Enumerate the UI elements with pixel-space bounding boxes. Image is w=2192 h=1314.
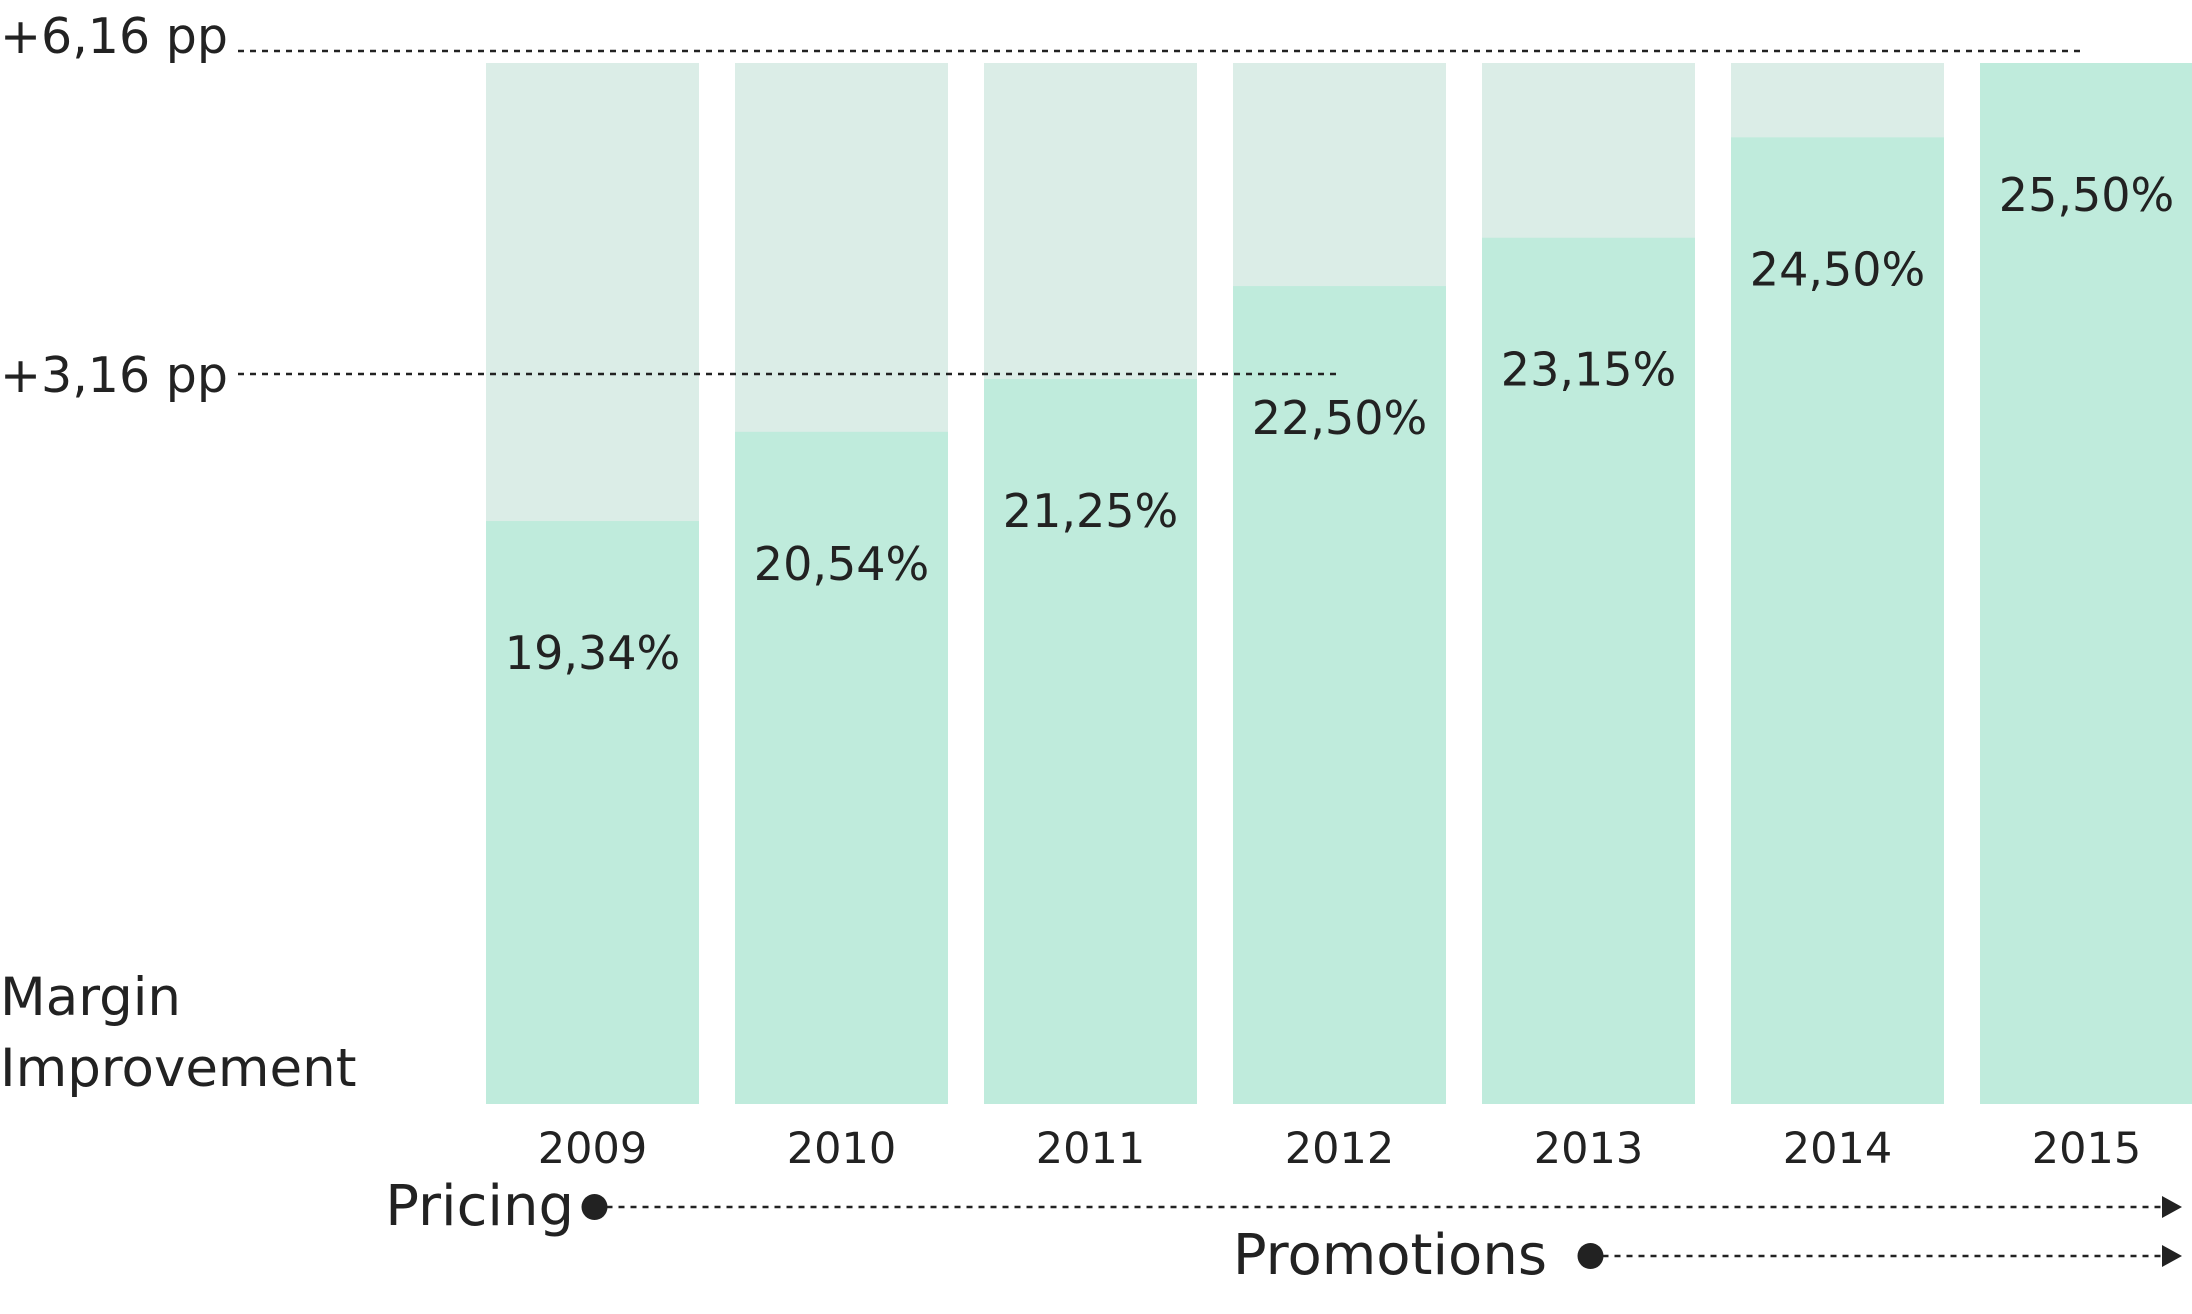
data-label-2014: 24,50% (1750, 242, 1925, 296)
reference-label-1: +6,16 pp (0, 8, 228, 65)
bars-layer (486, 63, 2192, 1105)
data-label-2012: 22,50% (1252, 391, 1427, 445)
tick-label-2014: 2014 (1783, 1124, 1892, 1174)
bar-2011 (984, 379, 1197, 1105)
data-label-2011: 21,25% (1003, 484, 1178, 538)
tick-label-2010: 2010 (787, 1124, 896, 1174)
tick-label-2015: 2015 (2032, 1124, 2141, 1174)
data-label-2010: 20,54% (754, 537, 929, 591)
bar-2013 (1482, 237, 1695, 1105)
reference-label-2: +3,16 pp (0, 347, 228, 404)
tick-label-2012: 2012 (1285, 1124, 1394, 1174)
tick-label-2013: 2013 (1534, 1124, 1643, 1174)
labels-layer: 19,34% 2009 20,54% 2010 21,25% 2011 22,50% 2012… (0, 8, 2174, 1288)
bar-2012 (1233, 286, 1446, 1105)
initiative-label-pricing: Pricing (385, 1174, 574, 1239)
bar-2014 (1731, 137, 1944, 1104)
data-label-2015: 25,50% (1999, 168, 2174, 222)
bar-2009 (486, 521, 699, 1104)
tick-label-2011: 2011 (1036, 1124, 1145, 1174)
axis-title-line-1: Margin (0, 967, 181, 1028)
data-label-2009: 19,34% (505, 626, 680, 680)
data-label-2013: 23,15% (1501, 343, 1676, 397)
bar-2015 (1980, 63, 2192, 1104)
initiative-label-promotions: Promotions (1233, 1223, 1547, 1288)
reference-lines-layer (238, 49, 2182, 1269)
initiative-arrowhead-pricing (2162, 1196, 2182, 1218)
initiative-arrowhead-promotions (2162, 1245, 2182, 1267)
axis-title-line-2: Improvement (0, 1038, 357, 1099)
tick-label-2009: 2009 (538, 1124, 647, 1174)
bar-2010 (735, 431, 948, 1105)
